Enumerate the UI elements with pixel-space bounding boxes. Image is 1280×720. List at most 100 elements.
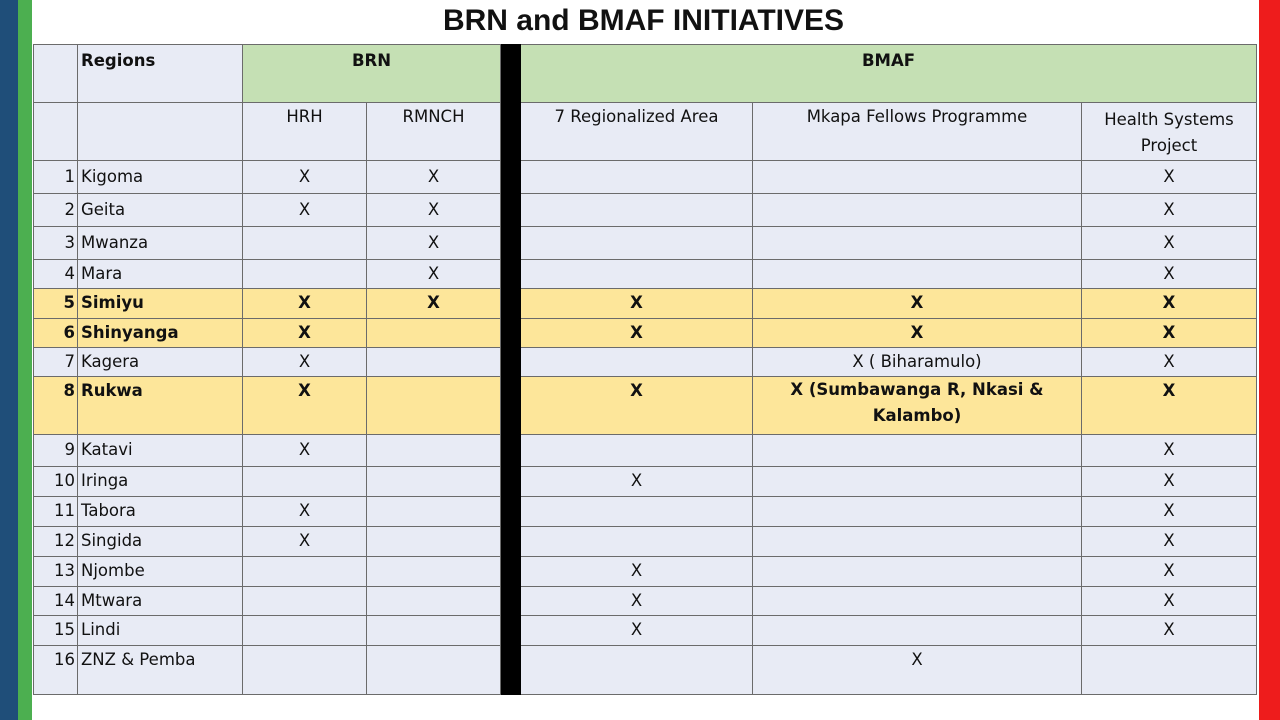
cell-regionalized-area [520, 193, 753, 227]
cell-regionalized-area: X [520, 466, 753, 497]
cell-hrh: X [242, 318, 367, 348]
table-row: 2 Geita X X X [33, 193, 1257, 227]
region-name: ZNZ & Pemba [77, 645, 243, 695]
cell-rmnch [366, 556, 501, 587]
black-divider [500, 193, 521, 227]
cell-rmnch [366, 586, 501, 616]
cell-rmnch [366, 496, 501, 527]
table-row: 7 Kagera X X ( Biharamulo) X [33, 347, 1257, 377]
header-mkapa-fellows: Mkapa Fellows Programme [752, 102, 1082, 161]
table-row-highlighted: 5 Simiyu X X X X X [33, 288, 1257, 319]
cell-rmnch [366, 434, 501, 467]
cell-regionalized-area [520, 526, 753, 557]
row-number: 15 [33, 615, 78, 646]
cell-regionalized-area: X [520, 376, 753, 435]
cell-regionalized-area [520, 434, 753, 467]
row-number: 12 [33, 526, 78, 557]
cell-mkapa [752, 556, 1082, 587]
cell-rmnch [366, 645, 501, 695]
region-name: Iringa [77, 466, 243, 497]
header-blank-cell [33, 44, 78, 103]
cell-regionalized-area [520, 645, 753, 695]
header-bmaf: BMAF [520, 44, 1257, 103]
cell-hsp: X [1081, 193, 1257, 227]
row-number: 6 [33, 318, 78, 348]
table-row-highlighted: 6 Shinyanga X X X X [33, 318, 1257, 348]
cell-regionalized-area: X [520, 556, 753, 587]
region-name: Tabora [77, 496, 243, 527]
cell-hsp: X [1081, 556, 1257, 587]
table-row: 10 Iringa X X [33, 466, 1257, 497]
cell-mkapa [752, 226, 1082, 260]
cell-mkapa [752, 586, 1082, 616]
header-hrh: HRH [242, 102, 367, 161]
cell-hsp: X [1081, 376, 1257, 435]
table-header-top: Regions BRN BMAF [33, 44, 1257, 103]
cell-hsp: X [1081, 318, 1257, 348]
cell-hsp: X [1081, 434, 1257, 467]
cell-hsp: X [1081, 586, 1257, 616]
region-name: Singida [77, 526, 243, 557]
table-row: 15 Lindi X X [33, 615, 1257, 646]
cell-regionalized-area: X [520, 318, 753, 348]
left-blue-stripe [0, 0, 18, 720]
cell-rmnch: X [366, 259, 501, 289]
region-name: Mwanza [77, 226, 243, 260]
region-name: Shinyanga [77, 318, 243, 348]
row-number: 11 [33, 496, 78, 527]
cell-mkapa [752, 259, 1082, 289]
table-row: 11 Tabora X X [33, 496, 1257, 527]
table-row: 3 Mwanza X X [33, 226, 1257, 260]
cell-hrh: X [242, 347, 367, 377]
black-divider [500, 466, 521, 497]
cell-mkapa [752, 434, 1082, 467]
cell-hsp [1081, 645, 1257, 695]
black-divider [500, 645, 521, 695]
black-divider [500, 44, 521, 103]
region-name: Mtwara [77, 586, 243, 616]
black-divider [500, 102, 521, 161]
cell-mkapa: X (Sumbawanga R, Nkasi & Kalambo) [752, 376, 1082, 435]
black-divider [500, 259, 521, 289]
cell-rmnch [366, 318, 501, 348]
cell-hrh [242, 645, 367, 695]
black-divider [500, 556, 521, 587]
cell-hsp: X [1081, 466, 1257, 497]
cell-hrh [242, 556, 367, 587]
cell-rmnch: X [366, 160, 501, 194]
cell-hrh [242, 259, 367, 289]
region-name: Rukwa [77, 376, 243, 435]
cell-rmnch [366, 376, 501, 435]
table-row: 14 Mtwara X X [33, 586, 1257, 616]
cell-regionalized-area [520, 226, 753, 260]
cell-hrh: X [242, 193, 367, 227]
black-divider [500, 318, 521, 348]
black-divider [500, 615, 521, 646]
region-name: Kagera [77, 347, 243, 377]
cell-hrh [242, 615, 367, 646]
cell-rmnch [366, 526, 501, 557]
cell-hsp: X [1081, 288, 1257, 319]
region-name: Mara [77, 259, 243, 289]
cell-regionalized-area [520, 259, 753, 289]
cell-hrh [242, 466, 367, 497]
cell-rmnch [366, 615, 501, 646]
cell-regionalized-area [520, 496, 753, 527]
cell-mkapa [752, 160, 1082, 194]
header-regions: Regions [77, 44, 243, 103]
cell-mkapa [752, 496, 1082, 527]
subheader-blank-region [77, 102, 243, 161]
cell-mkapa [752, 526, 1082, 557]
cell-hsp: X [1081, 615, 1257, 646]
header-health-systems-project: Health Systems Project [1081, 102, 1257, 161]
cell-hrh: X [242, 526, 367, 557]
cell-hsp: X [1081, 496, 1257, 527]
row-number: 13 [33, 556, 78, 587]
initiatives-table: Regions BRN BMAF HRH RMNCH 7 Regionalize… [33, 44, 1257, 695]
region-name: Lindi [77, 615, 243, 646]
black-divider [500, 586, 521, 616]
black-divider [500, 496, 521, 527]
right-red-stripe [1259, 0, 1280, 720]
row-number: 1 [33, 160, 78, 194]
cell-hrh [242, 586, 367, 616]
